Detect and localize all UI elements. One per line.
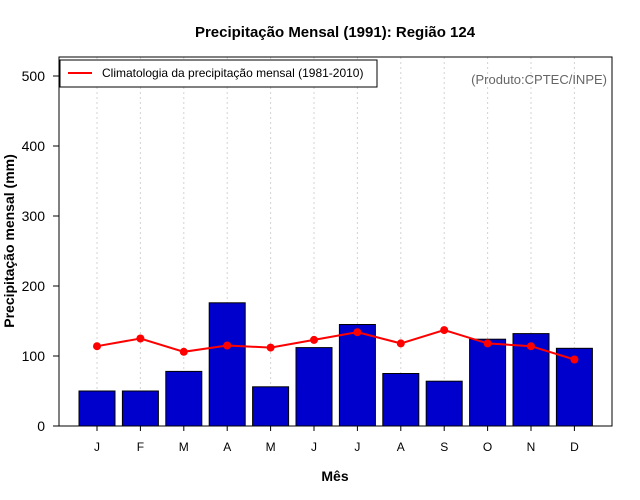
bar-A bbox=[382, 373, 420, 427]
climatology-point bbox=[353, 328, 362, 337]
y-tick-label: 0 bbox=[37, 418, 45, 434]
y-tick-label: 500 bbox=[22, 68, 46, 84]
y-axis-label: Precipitação mensal (mm) bbox=[1, 154, 17, 328]
climatology-point bbox=[310, 335, 318, 344]
x-tick-label: D bbox=[570, 440, 579, 454]
climatology-point bbox=[266, 343, 275, 352]
x-axis-label: Mês bbox=[321, 468, 348, 484]
x-tick-label: J bbox=[354, 440, 360, 454]
climatology-polyline bbox=[96, 329, 575, 361]
y-tick-label: 200 bbox=[22, 278, 46, 294]
bar-S bbox=[425, 380, 463, 427]
climatology-point bbox=[440, 326, 449, 335]
bar-J bbox=[338, 324, 376, 427]
grid bbox=[96, 57, 575, 426]
plot-frame bbox=[58, 56, 613, 427]
legend-label-climatology: Climatologia da precipitação mensal (198… bbox=[102, 66, 363, 80]
y-tick-label: 300 bbox=[22, 208, 46, 224]
climatology-point bbox=[527, 342, 535, 351]
y-axis: 0 100 200 300 400 500 bbox=[22, 68, 59, 434]
legend-box bbox=[59, 59, 378, 88]
climatology-point bbox=[223, 341, 232, 350]
bar-M bbox=[252, 386, 290, 427]
climatology-line bbox=[93, 326, 579, 364]
bars bbox=[78, 302, 593, 427]
source-note: (Produto:CPTEC/INPE) bbox=[471, 72, 607, 87]
chart-title: Precipitação Mensal (1991): Região 124 bbox=[195, 24, 476, 41]
bar-M bbox=[165, 370, 203, 427]
climatology-point bbox=[570, 355, 579, 364]
y-tick-label: 400 bbox=[22, 138, 46, 154]
bar-O bbox=[469, 338, 507, 427]
bar-J bbox=[78, 390, 116, 427]
y-tick-label: 100 bbox=[22, 348, 46, 364]
legend: Climatologia da precipitação mensal (198… bbox=[59, 59, 378, 88]
climatology-point bbox=[93, 342, 101, 351]
climatology-point bbox=[179, 347, 188, 356]
climatology-point bbox=[396, 339, 405, 348]
x-tick-label: A bbox=[397, 440, 405, 454]
climatology-point bbox=[483, 339, 492, 348]
climatology-point bbox=[136, 334, 145, 343]
x-tick-label: S bbox=[440, 440, 448, 454]
x-tick-label: A bbox=[223, 440, 231, 454]
x-tick-label: N bbox=[527, 440, 536, 454]
x-tick-label: M bbox=[179, 440, 189, 454]
x-tick-label: M bbox=[266, 440, 276, 454]
x-tick-label: O bbox=[483, 440, 492, 454]
x-tick-label: F bbox=[137, 440, 144, 454]
x-tick-label: J bbox=[311, 440, 317, 454]
bar-J bbox=[295, 347, 333, 427]
bar-F bbox=[121, 390, 159, 427]
bar-A bbox=[208, 302, 246, 427]
x-tick-label: J bbox=[94, 440, 100, 454]
